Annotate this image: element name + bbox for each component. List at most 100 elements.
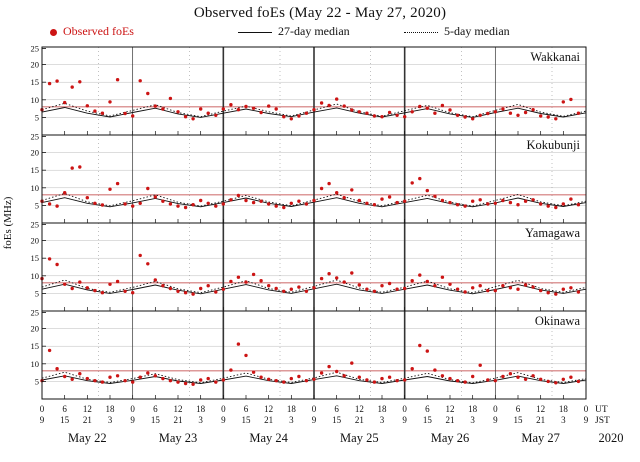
observed-point [244, 280, 248, 284]
observed-point [531, 285, 535, 289]
observed-point [365, 111, 369, 115]
observed-point [183, 205, 188, 210]
observed-point [100, 203, 105, 207]
observed-point [448, 200, 452, 205]
y-tick-label: 10 [31, 271, 40, 281]
observed-point [342, 280, 346, 284]
y-tick-label: 25 [31, 307, 40, 317]
observed-point [448, 282, 452, 286]
y-tick-label: 15 [31, 165, 40, 175]
observed-point [539, 114, 543, 118]
observed-point [425, 188, 429, 193]
observed-point [561, 287, 565, 291]
observed-point [206, 284, 210, 288]
observed-point [168, 286, 173, 291]
observed-point [418, 104, 422, 109]
observed-point [561, 202, 565, 206]
observed-point [319, 101, 324, 105]
observed-point [569, 97, 573, 102]
jst-tick-label: 21 [446, 415, 455, 425]
observed-point [478, 113, 482, 118]
observed-point [93, 109, 97, 113]
observed-point [304, 111, 309, 115]
observed-point [78, 280, 82, 284]
jst-tick-label: 15 [423, 415, 433, 425]
observed-point [78, 372, 82, 376]
observed-point [554, 205, 558, 210]
ut-tick-label: 0 [312, 404, 317, 414]
ut-tick-label: 6 [62, 404, 67, 414]
observed-point [93, 288, 97, 293]
observed-point [327, 364, 331, 369]
observed-point [372, 289, 377, 293]
observed-point [433, 284, 437, 288]
observed-point [418, 176, 422, 181]
observed-point [516, 375, 520, 379]
observed-point [251, 272, 256, 277]
observed-point [146, 91, 150, 96]
observed-point [168, 379, 173, 383]
observed-point [55, 262, 59, 267]
observed-point [486, 288, 490, 293]
observed-point [440, 198, 445, 203]
observed-point [546, 115, 550, 119]
observed-point [554, 292, 558, 296]
observed-point [108, 100, 112, 104]
observed-point [70, 377, 74, 381]
observed-point [115, 181, 120, 186]
observed-point [297, 285, 301, 289]
observed-point [47, 81, 52, 86]
legend-median27-label: 27-day median [278, 24, 350, 38]
panel-okinawa: Okinawa 5 10 15 20 25 [31, 307, 587, 400]
observed-point [433, 194, 437, 198]
observed-point [229, 198, 233, 202]
observed-point [463, 380, 467, 384]
year-label: 2020 [599, 431, 624, 445]
observed-point [387, 375, 392, 379]
observed-point [93, 201, 97, 205]
jst-tick-label: 21 [264, 415, 273, 425]
observed-point [576, 290, 581, 294]
ut-tick-label: 18 [106, 404, 116, 414]
observed-point [455, 379, 460, 383]
observed-point [539, 377, 543, 381]
jst-tick-label: 21 [174, 415, 183, 425]
observed-point [319, 371, 324, 375]
observed-point [131, 291, 135, 295]
observed-point [282, 115, 286, 119]
observed-point [493, 379, 497, 383]
ut-tick-label: 0 [493, 404, 498, 414]
y-tick-label: 15 [31, 341, 40, 351]
observed-point [161, 284, 165, 288]
observed-point [493, 288, 497, 293]
observed-point [236, 275, 241, 279]
observed-point [236, 342, 241, 346]
observed-point [282, 380, 286, 384]
y-tick-label: 25 [31, 44, 40, 53]
observed-point [478, 198, 482, 202]
observed-point [244, 198, 248, 203]
observed-point [199, 107, 203, 111]
observed-point [365, 378, 369, 382]
ut-tick-label: 6 [425, 404, 430, 414]
legend: Observed foEs 27-day median 5-day median [0, 24, 640, 44]
day-label: May 22 [68, 431, 107, 445]
observed-point [486, 111, 490, 116]
jst-tick-label: 9 [130, 415, 135, 425]
observed-point [312, 377, 316, 381]
y-tick-label: 20 [31, 148, 40, 158]
ut-tick-label: 18 [559, 404, 569, 414]
observed-point [327, 103, 331, 108]
observed-point [153, 374, 157, 378]
observed-point [501, 374, 505, 379]
observed-point [146, 262, 150, 266]
observed-point [478, 363, 482, 367]
observed-point [546, 204, 550, 208]
day-label: May 24 [249, 431, 288, 445]
observed-point [138, 201, 142, 205]
observed-point [516, 287, 520, 291]
jst-tick-label: 9 [493, 415, 498, 425]
station-label: Kokubunji [527, 138, 581, 152]
legend-observed-label: Observed foEs [63, 24, 134, 38]
